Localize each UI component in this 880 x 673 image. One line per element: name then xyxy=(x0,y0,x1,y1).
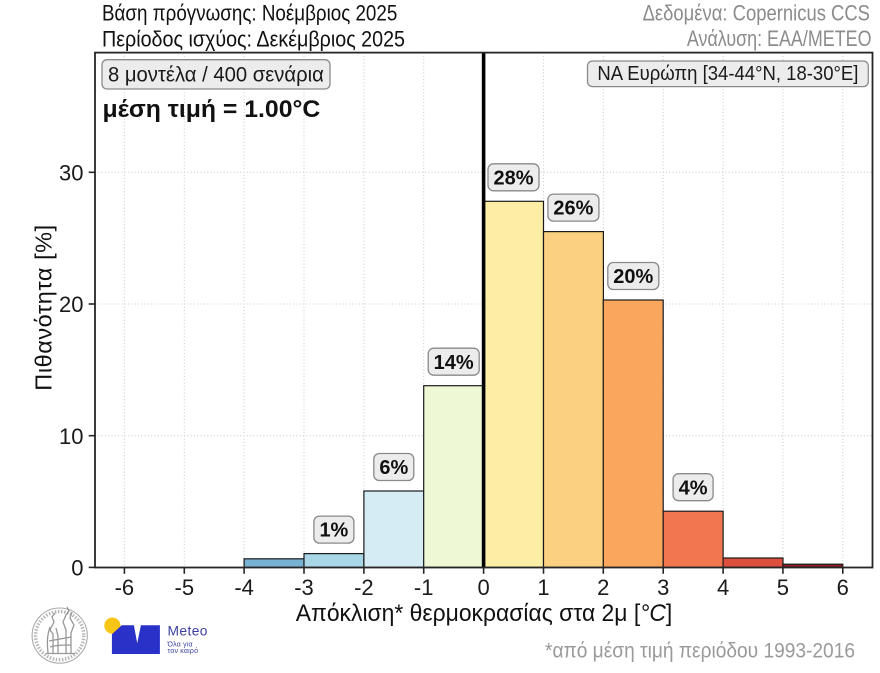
svg-text:1%: 1% xyxy=(319,520,348,542)
svg-text:4: 4 xyxy=(717,575,729,600)
svg-text:0: 0 xyxy=(477,575,489,600)
svg-text:20: 20 xyxy=(59,292,83,317)
svg-text:Δεδομένα: Copernicus CCS: Δεδομένα: Copernicus CCS xyxy=(643,0,870,25)
svg-text:2: 2 xyxy=(597,575,609,600)
svg-text:3: 3 xyxy=(657,575,669,600)
svg-text:-1: -1 xyxy=(414,575,434,600)
svg-text:4%: 4% xyxy=(679,477,708,499)
svg-text:0: 0 xyxy=(71,556,83,581)
svg-text:5: 5 xyxy=(777,575,789,600)
svg-text:6: 6 xyxy=(837,575,849,600)
svg-text:-2: -2 xyxy=(354,575,374,600)
svg-text:μέση τιμή = 1.00°C: μέση τιμή = 1.00°C xyxy=(103,96,321,123)
svg-text:*από μέση τιμή περιόδου 1993-2: *από μέση τιμή περιόδου 1993-2016 xyxy=(545,640,855,663)
svg-text:ΝΑ Ευρώπη [34-44°N, 18-30°E]: ΝΑ Ευρώπη [34-44°N, 18-30°E] xyxy=(597,62,858,85)
svg-text:6%: 6% xyxy=(379,457,408,479)
svg-text:Πιθανότητα [%]: Πιθανότητα [%] xyxy=(31,224,57,390)
svg-text:-5: -5 xyxy=(175,575,195,600)
svg-text:Meteo: Meteo xyxy=(168,624,208,639)
svg-text:28%: 28% xyxy=(493,167,533,189)
svg-text:Ανάλυση: ΕΑΑ/ΜΕΤΕΟ: Ανάλυση: ΕΑΑ/ΜΕΤΕΟ xyxy=(687,26,872,51)
svg-text:10: 10 xyxy=(59,424,83,449)
svg-text:Απόκλιση* θερμοκρασίας στα 2μ: Απόκλιση* θερμοκρασίας στα 2μ [°C] xyxy=(296,600,673,627)
svg-text:30: 30 xyxy=(59,161,83,186)
svg-text:20%: 20% xyxy=(613,266,653,288)
svg-text:14%: 14% xyxy=(434,352,474,374)
svg-text:Περίοδος ισχύος: Δεκέμβριος 20: Περίοδος ισχύος: Δεκέμβριος 2025 xyxy=(102,26,405,51)
svg-text:-6: -6 xyxy=(115,575,135,600)
svg-text:1: 1 xyxy=(537,575,549,600)
svg-text:-4: -4 xyxy=(234,575,254,600)
svg-text:-3: -3 xyxy=(294,575,314,600)
svg-text:8 μοντέλα / 400 σενάρια: 8 μοντέλα / 400 σενάρια xyxy=(108,64,324,87)
svg-text:Βάση πρόγνωσης: Νοέμβριος 2025: Βάση πρόγνωσης: Νοέμβριος 2025 xyxy=(102,0,397,25)
svg-text:Όλα για: Όλα για xyxy=(167,641,193,648)
svg-text:26%: 26% xyxy=(553,198,593,220)
svg-text:τον καιρό: τον καιρό xyxy=(168,647,199,655)
